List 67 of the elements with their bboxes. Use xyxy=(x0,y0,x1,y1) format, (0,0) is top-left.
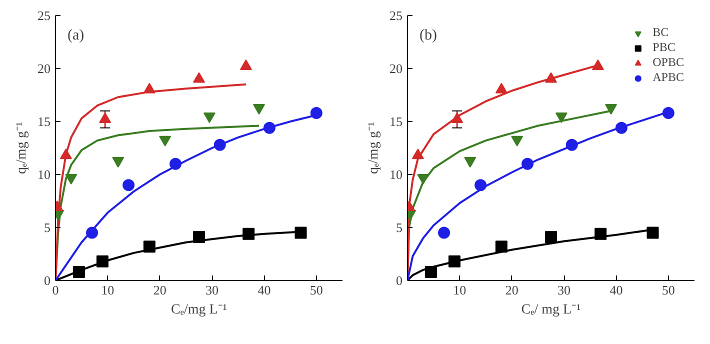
point xyxy=(170,158,182,170)
point xyxy=(545,72,557,83)
point xyxy=(240,60,252,70)
y-axis-title: qₑ/mg g⁻¹ xyxy=(14,122,30,174)
y-tick-label: 15 xyxy=(390,114,402,129)
legend-label: APBC xyxy=(652,70,684,85)
x-axis-title: Cₑ/ mg L⁻¹ xyxy=(521,302,581,318)
point xyxy=(294,226,307,239)
point xyxy=(143,240,156,253)
x-tick-label: 40 xyxy=(610,282,623,298)
x-tick-label: 30 xyxy=(558,282,571,298)
point xyxy=(566,138,578,151)
y-tick-label: 25 xyxy=(38,8,50,23)
point xyxy=(96,255,108,268)
point xyxy=(263,122,276,134)
point xyxy=(242,228,255,240)
legend-label: BC xyxy=(652,25,670,40)
x-tick-label: 30 xyxy=(206,282,219,298)
point xyxy=(122,179,135,192)
point xyxy=(86,226,98,239)
annotation: (a) xyxy=(68,28,84,44)
point xyxy=(193,72,205,83)
point xyxy=(451,112,464,124)
point xyxy=(474,179,487,192)
point xyxy=(438,226,450,239)
x-tick-label: 20 xyxy=(505,282,518,298)
point xyxy=(424,266,437,278)
point xyxy=(592,60,604,70)
point xyxy=(545,231,557,244)
y-tick-label: 5 xyxy=(396,220,402,235)
y-tick-label: 15 xyxy=(38,114,50,129)
point xyxy=(495,82,508,94)
annotation: (b) xyxy=(420,28,437,44)
y-tick-label: 25 xyxy=(390,8,402,23)
x-tick-label: 20 xyxy=(153,282,166,298)
point xyxy=(193,231,205,244)
y-tick-label: 20 xyxy=(390,61,402,76)
point xyxy=(412,148,424,160)
x-tick-label: 50 xyxy=(662,282,675,298)
y-tick-label: 5 xyxy=(44,220,50,235)
y-tick-label: 10 xyxy=(390,167,402,182)
point xyxy=(615,122,628,134)
legend-label: PBC xyxy=(652,40,676,55)
point xyxy=(522,158,534,170)
y-tick-label: 10 xyxy=(38,167,50,182)
point xyxy=(448,255,460,268)
point xyxy=(310,107,322,120)
legend-label: OPBC xyxy=(652,55,684,70)
x-axis-title: Cₑ/mg L⁻¹ xyxy=(171,302,227,318)
y-tick-label: 0 xyxy=(396,273,402,288)
point xyxy=(99,112,112,124)
x-tick-label: 50 xyxy=(310,282,323,298)
point xyxy=(143,82,156,94)
x-tick-label: 40 xyxy=(258,282,271,298)
point xyxy=(60,148,72,160)
y-axis-title: qₑ/mg g⁻¹ xyxy=(366,122,382,174)
line-series xyxy=(56,83,247,280)
point xyxy=(646,226,659,239)
point xyxy=(495,240,508,253)
point xyxy=(72,266,85,278)
point xyxy=(214,138,226,151)
y-tick-label: 20 xyxy=(38,61,50,76)
x-tick-label: 10 xyxy=(453,282,466,298)
y-tick-label: 0 xyxy=(44,273,50,288)
point xyxy=(662,107,674,120)
point xyxy=(594,228,607,240)
x-tick-label: 10 xyxy=(101,282,114,298)
